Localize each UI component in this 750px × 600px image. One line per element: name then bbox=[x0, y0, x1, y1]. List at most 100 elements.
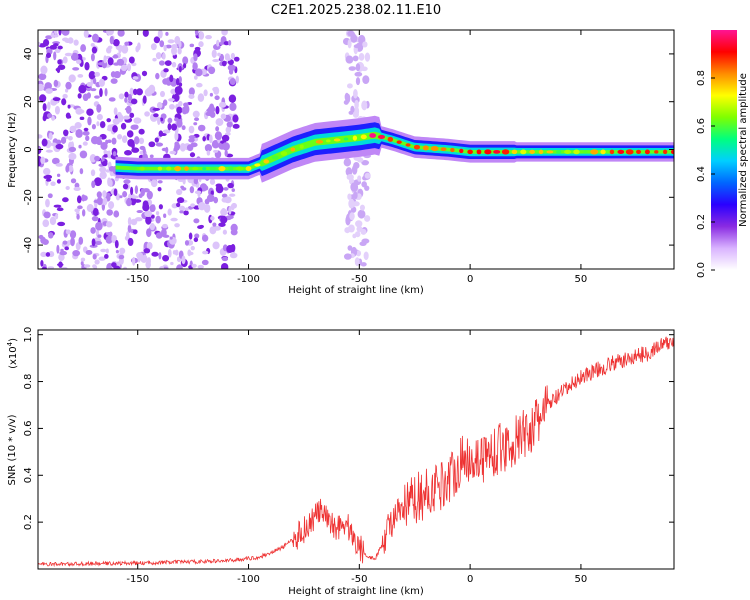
noise-speckle bbox=[91, 46, 98, 54]
noise-speckle bbox=[158, 252, 162, 260]
noise-speckle bbox=[113, 107, 118, 116]
noise-speckle bbox=[97, 136, 102, 140]
noise-speckle bbox=[64, 246, 70, 251]
ridge-hotspot bbox=[573, 149, 580, 155]
noise-speckle bbox=[143, 248, 151, 254]
noise-speckle bbox=[65, 185, 70, 190]
noise-speckle bbox=[231, 188, 235, 192]
noise-speckle bbox=[202, 250, 209, 255]
noise-speckle bbox=[112, 118, 120, 125]
noise-speckle bbox=[92, 77, 97, 85]
noise-speckle bbox=[169, 150, 177, 155]
noise-speckle bbox=[220, 215, 228, 224]
noise-speckle bbox=[156, 102, 163, 109]
noise-speckle bbox=[352, 110, 359, 118]
noise-speckle bbox=[190, 142, 198, 148]
y-tick-label: -20 bbox=[23, 189, 34, 205]
snr-y-label: SNR (10 * v/v) bbox=[7, 414, 18, 485]
ridge-hotspot bbox=[299, 144, 304, 149]
noise-speckle bbox=[182, 63, 187, 69]
snr-y-ticks: 0.2 0.4 0.6 0.8 1.0 bbox=[23, 327, 674, 530]
snr-x-label: Height of straight line (km) bbox=[288, 586, 424, 597]
noise-speckle bbox=[190, 245, 195, 251]
colorbar-tick-label: 0.2 bbox=[696, 214, 707, 230]
x-tick-label: -150 bbox=[126, 274, 149, 285]
ridge-hotspot bbox=[280, 151, 288, 156]
noise-speckle bbox=[70, 178, 77, 184]
colorbar-tick-label: 0.6 bbox=[696, 118, 707, 134]
noise-speckle bbox=[79, 150, 88, 159]
noise-speckle bbox=[61, 98, 67, 106]
noise-speckle bbox=[106, 209, 113, 216]
noise-speckle bbox=[195, 68, 203, 77]
noise-speckle bbox=[161, 147, 168, 152]
noise-speckle bbox=[78, 84, 87, 94]
ridge-hotspot bbox=[484, 149, 492, 155]
noise-speckle bbox=[169, 236, 173, 240]
noise-speckle bbox=[355, 250, 362, 257]
noise-speckle bbox=[74, 208, 81, 213]
noise-speckle bbox=[127, 94, 133, 101]
noise-speckle bbox=[55, 139, 62, 145]
noise-speckle bbox=[47, 101, 51, 111]
noise-speckle bbox=[74, 121, 82, 129]
ridge-hotspot bbox=[387, 136, 394, 142]
y-tick-label: 0.4 bbox=[23, 467, 34, 483]
ridge-hotspot bbox=[511, 149, 518, 155]
noise-speckle bbox=[130, 195, 139, 199]
noise-speckle bbox=[350, 34, 358, 43]
ridge-hotspot bbox=[325, 139, 331, 143]
noise-speckle bbox=[355, 63, 361, 72]
noise-speckle bbox=[192, 62, 198, 71]
noise-speckle bbox=[112, 151, 117, 157]
noise-speckle bbox=[137, 42, 141, 51]
noise-speckle bbox=[102, 197, 108, 206]
noise-speckle bbox=[83, 30, 89, 38]
ridge-hotspot bbox=[166, 166, 172, 171]
noise-speckle bbox=[62, 93, 68, 99]
noise-speckle bbox=[76, 213, 80, 220]
noise-speckle bbox=[360, 262, 367, 267]
noise-speckle bbox=[144, 210, 153, 218]
noise-speckle bbox=[83, 127, 89, 132]
noise-speckle bbox=[134, 217, 143, 222]
noise-speckle bbox=[99, 166, 107, 173]
noise-speckle bbox=[132, 256, 136, 266]
ridge-hotspot bbox=[218, 165, 226, 172]
noise-speckle bbox=[230, 52, 236, 60]
noise-speckle bbox=[165, 31, 169, 36]
noise-speckle bbox=[157, 30, 163, 39]
noise-speckle bbox=[227, 40, 232, 46]
noise-speckle bbox=[115, 249, 119, 254]
snr-scale-exponent: 4 bbox=[6, 341, 14, 346]
noise-speckle bbox=[50, 32, 55, 38]
noise-speckle bbox=[226, 245, 234, 253]
noise-speckle bbox=[59, 250, 68, 256]
noise-speckle bbox=[353, 44, 362, 49]
noise-speckle bbox=[96, 191, 102, 199]
spectrogram-panel: -150 -100 -50 0 50 -40 -20 0 20 40 Height of str… bbox=[7, 29, 675, 296]
noise-speckle bbox=[121, 135, 128, 144]
snr-scale-close: ) bbox=[8, 338, 19, 342]
noise-speckle bbox=[45, 52, 52, 58]
noise-speckle bbox=[126, 63, 132, 72]
noise-speckle bbox=[221, 30, 228, 36]
noise-speckle bbox=[174, 223, 180, 228]
noise-speckle bbox=[174, 117, 179, 122]
noise-speckle bbox=[96, 113, 103, 121]
noise-speckle bbox=[145, 215, 152, 225]
noise-speckle bbox=[208, 134, 213, 144]
noise-speckle bbox=[132, 229, 138, 235]
ridge-hotspot bbox=[476, 149, 482, 155]
noise-speckle bbox=[229, 102, 237, 112]
ridge-hotspot bbox=[129, 166, 138, 171]
noise-speckle bbox=[45, 35, 53, 40]
ridge-hotspot bbox=[529, 149, 535, 155]
noise-speckle bbox=[361, 181, 367, 188]
noise-speckle bbox=[106, 118, 111, 123]
noise-speckle bbox=[124, 91, 129, 98]
noise-speckle bbox=[90, 88, 97, 92]
noise-speckle bbox=[361, 100, 368, 111]
ridge-hotspot bbox=[556, 149, 562, 154]
